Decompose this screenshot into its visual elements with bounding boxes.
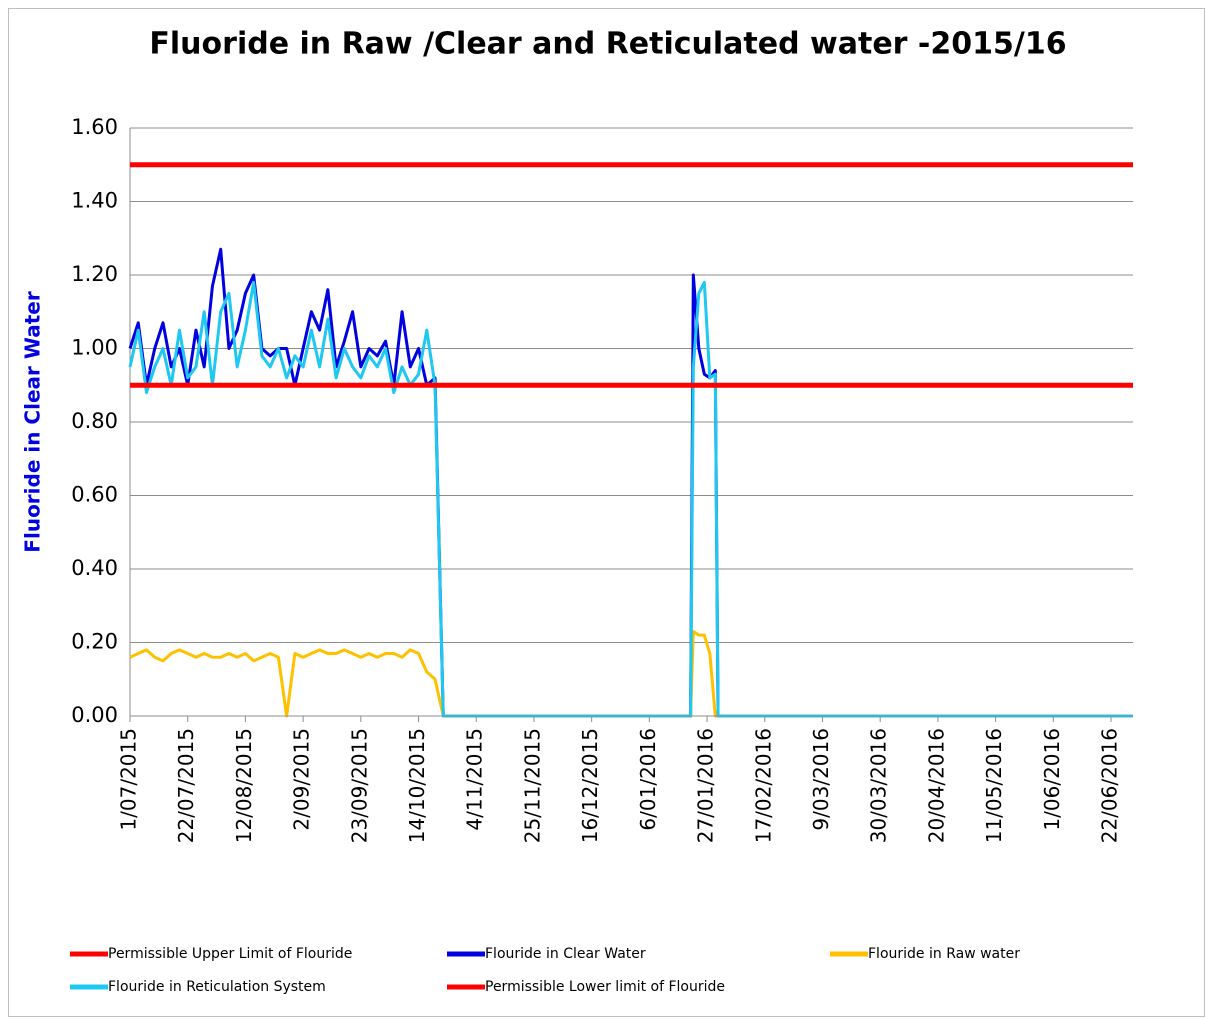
- y-tick-label: 1.00: [71, 336, 118, 360]
- x-tick-label: 30/03/2016: [867, 728, 891, 843]
- x-tick-label: 9/03/2016: [809, 728, 833, 831]
- legend-label: Permissible Lower limit of Flouride: [485, 979, 725, 995]
- legend-label: Flouride in Reticulation System: [108, 979, 326, 995]
- x-tick-label: 1/07/2015: [117, 728, 141, 831]
- chart-title: Fluoride in Raw /Clear and Reticulated w…: [149, 27, 1066, 62]
- y-tick-label: 1.60: [71, 115, 118, 139]
- x-tick-label: 16/12/2015: [578, 728, 602, 843]
- y-tick-label: 1.40: [71, 189, 118, 213]
- legend-label: Permissible Upper Limit of Flouride: [108, 946, 352, 962]
- y-tick-label: 0.00: [71, 703, 118, 727]
- x-tick-label: 2/09/2015: [290, 728, 314, 831]
- x-tick-label: 14/10/2015: [405, 728, 429, 843]
- x-tick-label: 27/01/2016: [694, 728, 718, 843]
- x-tick-label: 6/01/2016: [636, 728, 660, 831]
- x-tick-label: 4/11/2015: [463, 728, 487, 831]
- y-tick-label: 0.40: [71, 556, 118, 580]
- x-tick-label: 17/02/2016: [751, 728, 775, 843]
- y-tick-label: 1.20: [71, 262, 118, 286]
- x-tick-label: 22/06/2016: [1098, 728, 1122, 843]
- y-tick-label: 0.60: [71, 483, 118, 507]
- x-tick-label: 22/07/2015: [174, 728, 198, 843]
- x-tick-label: 20/04/2016: [924, 728, 948, 843]
- x-tick-label: 1/06/2016: [1040, 728, 1064, 831]
- y-tick-label: 0.20: [71, 630, 118, 654]
- legend-label: Flouride in Raw water: [868, 946, 1020, 962]
- y-tick-label: 0.80: [71, 409, 118, 433]
- legend-label: Flouride in Clear Water: [485, 946, 646, 962]
- x-tick-label: 23/09/2015: [347, 728, 371, 843]
- x-tick-label: 25/11/2015: [520, 728, 544, 843]
- chart-frame: [8, 8, 1205, 1017]
- x-tick-label: 12/08/2015: [232, 728, 256, 843]
- x-tick-label: 11/05/2016: [982, 728, 1006, 843]
- y-axis-label: Fluoride in Clear Water: [21, 291, 45, 553]
